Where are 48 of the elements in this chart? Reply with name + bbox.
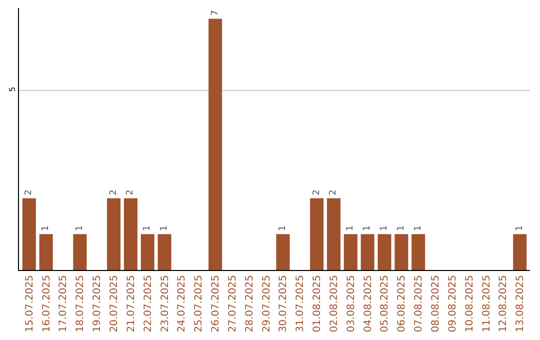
data-label: 1 [413,225,424,232]
data-label: 7 [210,10,220,16]
data-label: 1 [160,225,170,232]
x-tick-label: 21.07.2025 [126,275,137,332]
x-tick-label: 22.07.2025 [142,275,154,332]
x-tick-label: 15.07.2025 [24,275,36,332]
x-tick-label: 06.08.2025 [396,275,408,332]
x-tick-label: 10.08.2025 [464,275,476,332]
x-tick-label: 20.07.2025 [109,275,120,332]
x-tick-label: 18.07.2025 [75,275,86,332]
data-label: 2 [328,189,339,196]
x-tick-label: 23.07.2025 [160,275,171,332]
x-tick-label: 04.08.2025 [362,275,374,332]
data-label: 1 [514,225,525,232]
x-tick-label: 12.08.2025 [498,275,510,332]
x-tick-label: 11.08.2025 [481,275,492,332]
data-label: 1 [142,225,153,232]
data-label: 1 [346,225,356,232]
x-tick-label: 31.07.2025 [295,275,306,332]
data-label: 2 [24,189,34,196]
x-tick-label: 08.08.2025 [430,275,442,332]
x-tick-label: 24.07.2025 [176,275,188,332]
x-tick-label: 05.08.2025 [380,275,391,332]
x-tick-label: 01.08.2025 [312,275,324,332]
x-tick-label: 26.07.2025 [210,275,222,332]
data-label: 1 [396,225,406,232]
data-label: 2 [126,189,136,196]
data-label: 2 [108,189,119,196]
x-tick-label: 30.07.2025 [278,275,290,332]
x-tick-label: 29.07.2025 [261,275,272,332]
x-tick-label: 27.07.2025 [227,275,238,332]
x-tick-label: 07.08.2025 [414,275,425,332]
x-tick-label: 09.08.2025 [447,275,458,332]
x-tick-label: 13.08.2025 [515,275,526,332]
data-label: 1 [379,225,390,232]
x-tick-label: 28.07.2025 [244,275,256,332]
data-label: 1 [41,225,52,232]
data-label: 2 [312,189,322,196]
data-label: 1 [278,225,288,232]
x-tick-label: 03.08.2025 [346,275,357,332]
x-tick-label: 17.07.2025 [58,275,70,332]
data-label: 1 [74,225,85,232]
x-tick-label: 25.07.2025 [194,275,205,332]
data-label: 1 [362,225,373,232]
y-tick-label: 5 [8,86,17,92]
x-tick-label: 16.07.2025 [41,275,52,332]
x-tick-label: 19.07.2025 [92,275,104,332]
x-tick-label: 02.08.2025 [328,275,340,332]
